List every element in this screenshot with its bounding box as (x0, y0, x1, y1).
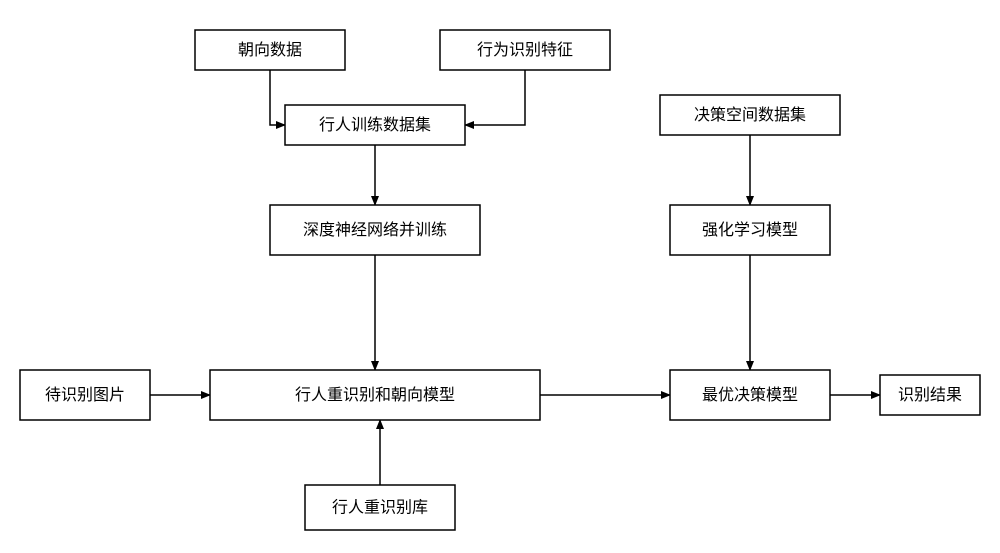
node-label-result: 识别结果 (898, 386, 962, 404)
node-rl_model: 强化学习模型 (670, 205, 830, 255)
node-reid_db: 行人重识别库 (305, 485, 455, 530)
node-label-optimal_decision: 最优决策模型 (702, 386, 798, 404)
node-label-pedestrian_dataset: 行人训练数据集 (319, 116, 431, 134)
edge-e2 (465, 70, 525, 125)
node-reid_model: 行人重识别和朝向模型 (210, 370, 540, 420)
node-decision_dataset: 决策空间数据集 (660, 95, 840, 135)
node-behavior_feature: 行为识别特征 (440, 30, 610, 70)
node-query_image: 待识别图片 (20, 370, 150, 420)
node-label-reid_model: 行人重识别和朝向模型 (295, 386, 455, 404)
node-label-query_image: 待识别图片 (45, 386, 125, 404)
node-result: 识别结果 (880, 375, 980, 415)
node-label-dnn_train: 深度神经网络并训练 (303, 220, 447, 239)
node-label-rl_model: 强化学习模型 (702, 221, 798, 239)
node-optimal_decision: 最优决策模型 (670, 370, 830, 420)
node-orientation_data: 朝向数据 (195, 30, 345, 70)
node-label-orientation_data: 朝向数据 (238, 41, 302, 59)
node-label-reid_db: 行人重识别库 (332, 499, 428, 517)
node-label-decision_dataset: 决策空间数据集 (694, 106, 806, 124)
node-label-behavior_feature: 行为识别特征 (477, 41, 573, 59)
node-pedestrian_dataset: 行人训练数据集 (285, 105, 465, 145)
edge-e1 (270, 70, 285, 125)
node-dnn_train: 深度神经网络并训练 (270, 205, 480, 255)
